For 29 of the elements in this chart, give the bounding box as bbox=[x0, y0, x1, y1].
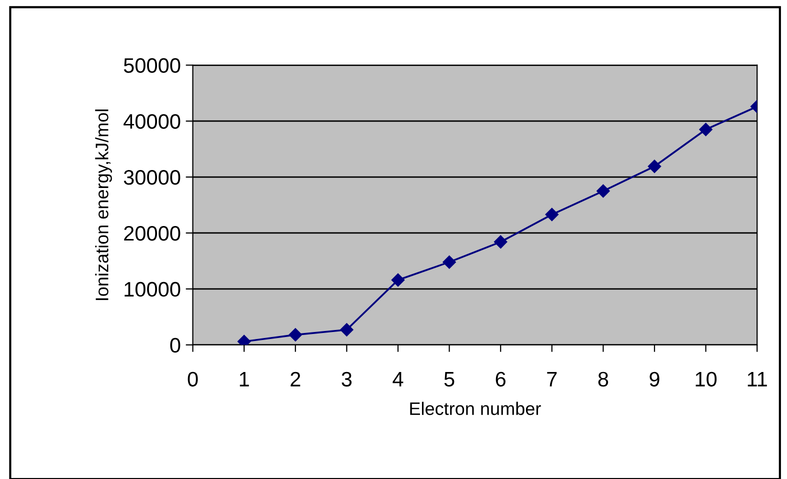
x-tick-label: 3 bbox=[342, 372, 352, 387]
point bbox=[596, 184, 610, 198]
point bbox=[545, 208, 558, 222]
x-tick-label: 4 bbox=[392, 372, 404, 386]
point bbox=[494, 235, 508, 249]
point bbox=[699, 122, 712, 136]
x-tick-label: 2 bbox=[290, 372, 300, 386]
y-tick-label: 20000 bbox=[124, 226, 180, 241]
x-tick-label: 0 bbox=[188, 372, 198, 387]
y-tick-label: 10000 bbox=[124, 282, 180, 297]
x-tick-label: 11 bbox=[748, 372, 767, 386]
x-tick-label: 8 bbox=[598, 372, 608, 387]
x-tick-label: 7 bbox=[547, 372, 557, 386]
x-tick-label: 10 bbox=[696, 372, 717, 387]
point bbox=[648, 160, 662, 173]
x-tick-label: 1 bbox=[240, 372, 249, 386]
y-tick-label: 0 bbox=[170, 338, 180, 353]
point bbox=[340, 323, 354, 336]
x-tick-label: 6 bbox=[496, 372, 506, 387]
y-tick-label: 40000 bbox=[124, 114, 180, 129]
x-tick-label: 9 bbox=[650, 372, 660, 387]
y-tick-label: 50000 bbox=[124, 58, 180, 73]
x-axis-title: Electron number bbox=[410, 402, 541, 416]
point bbox=[288, 328, 302, 342]
y-axis-title: Ionization energy,kJ/mol bbox=[95, 110, 112, 300]
point bbox=[442, 255, 456, 269]
y-tick-label: 30000 bbox=[124, 170, 180, 185]
point bbox=[391, 273, 405, 287]
x-tick-label: 5 bbox=[444, 372, 454, 387]
